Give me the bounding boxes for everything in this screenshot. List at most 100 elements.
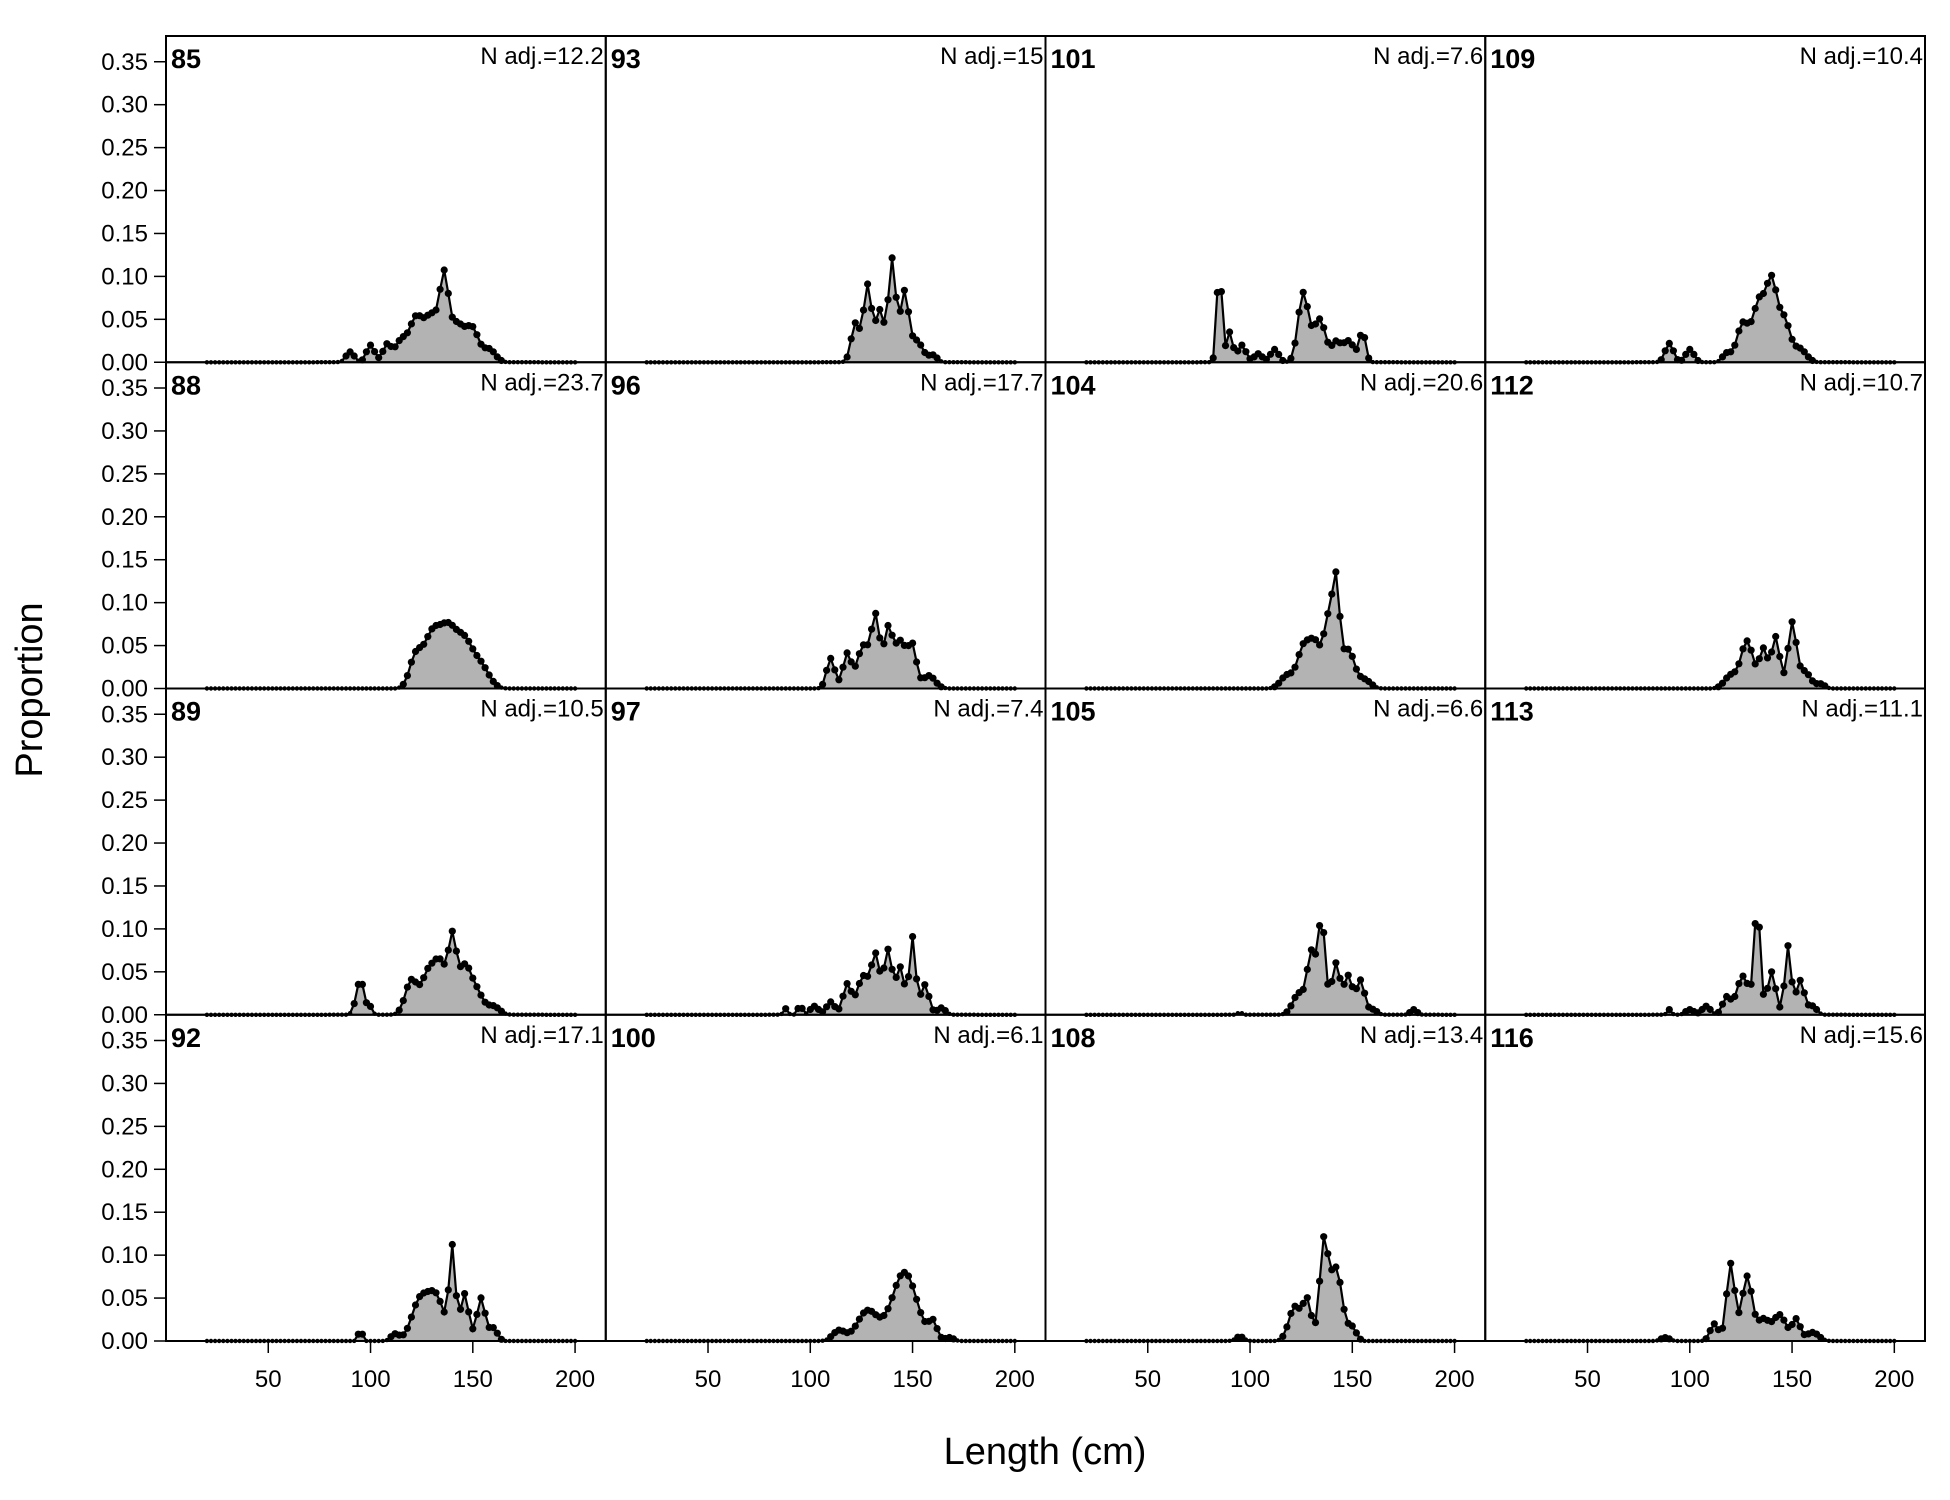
y-tick-label: 0.30 bbox=[101, 418, 148, 445]
data-point bbox=[1291, 663, 1299, 671]
data-point bbox=[851, 319, 859, 327]
panel-label: 97 bbox=[611, 697, 641, 727]
data-point bbox=[1283, 1323, 1291, 1331]
data-point bbox=[350, 352, 358, 360]
data-point bbox=[1792, 988, 1800, 996]
data-point bbox=[477, 657, 485, 665]
data-point bbox=[917, 1309, 925, 1317]
data-point bbox=[1365, 354, 1373, 362]
data-point bbox=[1751, 660, 1759, 668]
data-point bbox=[1739, 972, 1747, 980]
n-adj-label: N adj.=7.4 bbox=[933, 696, 1043, 723]
series-area bbox=[206, 622, 576, 689]
data-point bbox=[1796, 662, 1804, 670]
data-point bbox=[399, 997, 407, 1005]
data-point bbox=[1332, 959, 1340, 967]
data-point bbox=[1344, 971, 1352, 979]
data-point bbox=[1718, 1000, 1727, 1008]
data-point bbox=[1226, 328, 1234, 336]
y-tick-label: 0.30 bbox=[101, 1070, 148, 1097]
y-tick-label: 0.20 bbox=[101, 178, 148, 205]
data-point bbox=[1336, 1278, 1344, 1286]
data-point bbox=[448, 927, 456, 935]
series-area bbox=[1086, 1236, 1455, 1341]
data-point bbox=[1731, 992, 1739, 1001]
data-point bbox=[904, 308, 913, 316]
data-point bbox=[1665, 1006, 1673, 1014]
panel-label: 109 bbox=[1490, 44, 1535, 74]
y-tick-label: 0.00 bbox=[101, 1002, 148, 1029]
data-point bbox=[925, 992, 933, 1001]
panel-frame bbox=[1044, 35, 1487, 364]
series-area bbox=[1526, 275, 1895, 363]
data-point bbox=[1340, 1305, 1348, 1313]
data-point bbox=[1352, 1329, 1360, 1337]
data-point bbox=[876, 305, 884, 314]
data-point bbox=[1751, 304, 1759, 313]
data-point bbox=[1295, 1304, 1303, 1312]
series-area bbox=[206, 931, 576, 1015]
data-point bbox=[420, 640, 428, 648]
data-point bbox=[1238, 341, 1246, 349]
panel-112: 112 N adj.=10.7 bbox=[1484, 361, 1926, 691]
data-point bbox=[465, 964, 473, 972]
y-tick-label: 0.35 bbox=[101, 375, 148, 402]
data-point bbox=[1727, 348, 1735, 356]
n-adj-label: N adj.=6.6 bbox=[1373, 696, 1483, 723]
data-point bbox=[1283, 1008, 1291, 1016]
data-point bbox=[1817, 1333, 1825, 1342]
data-point bbox=[1792, 1315, 1800, 1323]
data-point bbox=[424, 964, 432, 973]
n-adj-label: N adj.=15 bbox=[940, 43, 1043, 70]
panel-frame bbox=[1044, 687, 1487, 1016]
data-point bbox=[1780, 311, 1788, 319]
n-adj-label: N adj.=7.6 bbox=[1373, 43, 1483, 70]
data-point bbox=[1287, 354, 1295, 362]
panel-frame bbox=[165, 1013, 607, 1342]
data-point bbox=[823, 666, 831, 674]
x-tick-label: 150 bbox=[453, 1366, 493, 1393]
data-point bbox=[1209, 354, 1217, 362]
data-point bbox=[1735, 660, 1743, 668]
panel-frame bbox=[1044, 1013, 1487, 1342]
data-point bbox=[375, 354, 383, 362]
data-point bbox=[461, 1290, 469, 1298]
data-point bbox=[913, 658, 921, 666]
data-point bbox=[432, 306, 440, 314]
panel-label: 100 bbox=[611, 1023, 656, 1053]
data-point bbox=[1788, 978, 1796, 986]
panel-97: 97 N adj.=7.4 bbox=[604, 687, 1047, 1017]
data-point bbox=[880, 1311, 888, 1320]
data-point bbox=[835, 1005, 843, 1013]
data-point bbox=[864, 280, 872, 288]
data-point bbox=[917, 990, 925, 998]
data-point bbox=[1739, 1289, 1747, 1297]
data-point bbox=[444, 1286, 452, 1294]
series-line bbox=[1086, 922, 1455, 1016]
data-point bbox=[1324, 1250, 1332, 1258]
y-tick-label: 0.00 bbox=[101, 676, 148, 703]
data-point bbox=[1813, 1005, 1821, 1014]
series-line bbox=[646, 1270, 1015, 1343]
data-point bbox=[892, 293, 900, 301]
x-tick-label: 50 bbox=[1574, 1366, 1601, 1393]
panel-109: 109 N adj.=10.4 bbox=[1484, 35, 1926, 365]
data-point bbox=[1759, 990, 1767, 998]
data-point bbox=[896, 307, 904, 315]
data-point bbox=[1320, 929, 1328, 937]
data-point bbox=[424, 633, 432, 641]
data-point bbox=[489, 348, 497, 356]
panel-frame bbox=[604, 1013, 1047, 1342]
data-point bbox=[362, 348, 370, 356]
n-adj-label: N adj.=11.1 bbox=[1801, 696, 1923, 723]
data-point bbox=[909, 639, 917, 647]
y-tick-label: 0.05 bbox=[101, 959, 148, 986]
x-tick-label: 100 bbox=[1670, 1366, 1710, 1393]
data-point bbox=[444, 289, 452, 297]
data-point bbox=[880, 640, 888, 648]
data-point bbox=[884, 945, 892, 953]
data-point bbox=[1279, 1332, 1287, 1340]
data-point bbox=[1311, 1319, 1320, 1327]
data-point bbox=[892, 973, 900, 982]
data-point bbox=[1759, 644, 1767, 652]
